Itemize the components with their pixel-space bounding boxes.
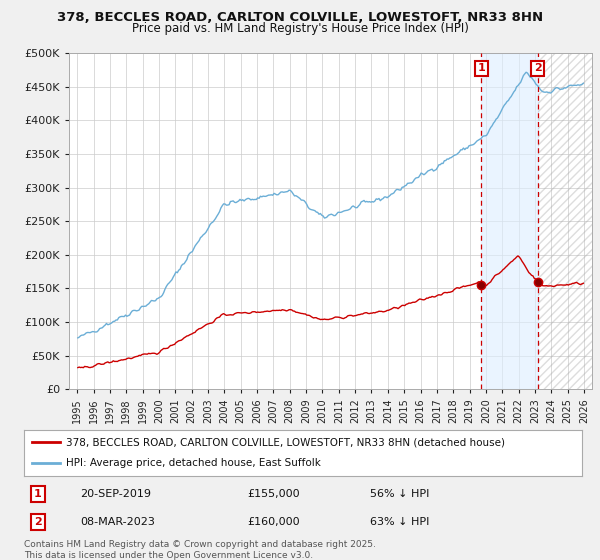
Text: 20-SEP-2019: 20-SEP-2019 <box>80 489 151 499</box>
Text: 2: 2 <box>34 517 42 527</box>
Text: 1: 1 <box>34 489 42 499</box>
Text: 08-MAR-2023: 08-MAR-2023 <box>80 517 155 527</box>
Text: Contains HM Land Registry data © Crown copyright and database right 2025.
This d: Contains HM Land Registry data © Crown c… <box>24 540 376 560</box>
Text: 1: 1 <box>478 63 485 73</box>
Text: HPI: Average price, detached house, East Suffolk: HPI: Average price, detached house, East… <box>66 458 321 468</box>
Text: 2: 2 <box>534 63 542 73</box>
Bar <box>538 53 592 389</box>
Bar <box>481 53 538 389</box>
Bar <box>538 53 592 389</box>
Text: £155,000: £155,000 <box>247 489 300 499</box>
Text: 378, BECCLES ROAD, CARLTON COLVILLE, LOWESTOFT, NR33 8HN: 378, BECCLES ROAD, CARLTON COLVILLE, LOW… <box>57 11 543 24</box>
Text: Price paid vs. HM Land Registry's House Price Index (HPI): Price paid vs. HM Land Registry's House … <box>131 22 469 35</box>
Text: 378, BECCLES ROAD, CARLTON COLVILLE, LOWESTOFT, NR33 8HN (detached house): 378, BECCLES ROAD, CARLTON COLVILLE, LOW… <box>66 437 505 447</box>
Text: £160,000: £160,000 <box>247 517 300 527</box>
Text: 56% ↓ HPI: 56% ↓ HPI <box>370 489 430 499</box>
Text: 63% ↓ HPI: 63% ↓ HPI <box>370 517 430 527</box>
